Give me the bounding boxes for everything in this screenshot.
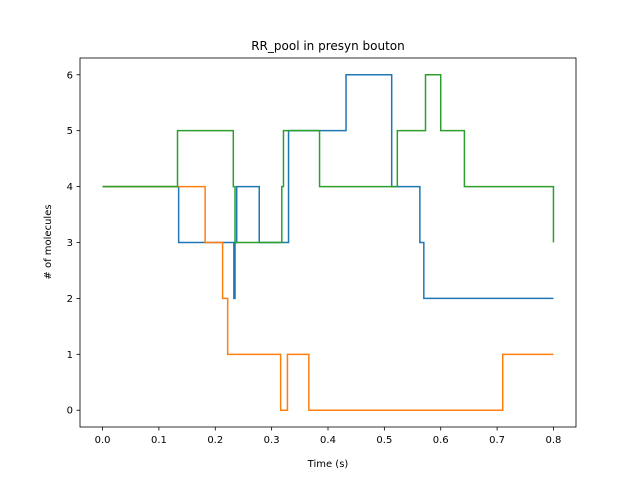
y-tick-label: 3 — [67, 238, 73, 249]
y-tick-label: 6 — [67, 70, 73, 81]
plot-lines — [102, 74, 555, 411]
chart-title: RR_pool in presyn bouton — [251, 39, 405, 53]
y-axis-label: # of molecules — [43, 204, 54, 279]
x-tick-label: 0.1 — [151, 435, 167, 446]
x-tick-label: 0.0 — [95, 435, 111, 446]
x-tick-label: 0.6 — [433, 435, 449, 446]
series-line-2 — [102, 185, 554, 411]
y-tick-label: 1 — [67, 350, 73, 361]
y-tick-label: 0 — [67, 406, 73, 417]
y-axis-ticks: 0 1 2 3 4 5 6 — [67, 70, 80, 417]
x-tick-label: 0.8 — [546, 435, 562, 446]
y-tick-label: 4 — [67, 182, 73, 193]
y-tick-label: 5 — [67, 126, 73, 137]
x-axis-label: Time (s) — [307, 459, 349, 470]
x-axis-ticks: 0.0 0.1 0.2 0.3 0.4 0.5 0.6 0.7 0.8 — [95, 427, 562, 446]
x-tick-label: 0.3 — [264, 435, 280, 446]
y-tick-label: 2 — [67, 294, 73, 305]
series-line-3 — [102, 74, 555, 244]
x-tick-label: 0.2 — [207, 435, 223, 446]
x-tick-label: 0.7 — [489, 435, 505, 446]
x-tick-label: 0.5 — [376, 435, 392, 446]
x-tick-label: 0.4 — [320, 435, 336, 446]
